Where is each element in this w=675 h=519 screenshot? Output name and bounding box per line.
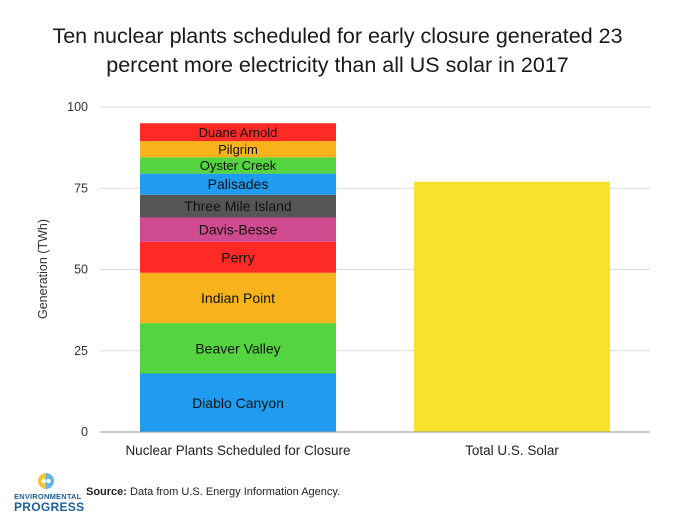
- source-text: Data from U.S. Energy Information Agency…: [126, 486, 341, 498]
- segment-label: Perry: [221, 249, 254, 265]
- x-tick-label: Nuclear Plants Scheduled for Closure: [125, 443, 350, 458]
- segment-label: Diablo Canyon: [192, 395, 284, 411]
- segment-label: Beaver Valley: [195, 340, 280, 356]
- segment-label: Indian Point: [201, 290, 275, 306]
- environmental-progress-logo: ENVIRONMENTAL PROGRESS: [14, 472, 85, 516]
- bar-segment: [140, 157, 336, 174]
- bar-segment: [140, 323, 336, 374]
- bar-segment: [140, 194, 336, 218]
- chart-title: Ten nuclear plants scheduled for early c…: [0, 22, 675, 80]
- y-axis-label: Generation (TWh): [36, 219, 50, 319]
- bar-segment: [140, 373, 336, 432]
- bar-segment: [140, 173, 336, 195]
- y-tick-label: 25: [74, 344, 88, 358]
- bar-segment: [140, 241, 336, 273]
- source-note: Source: Data from U.S. Energy Informatio…: [86, 486, 340, 498]
- segment-label: Duane Arnold: [199, 125, 278, 140]
- bar-segment: [140, 272, 336, 324]
- bar-segment: [140, 217, 336, 242]
- footer: ENVIRONMENTAL PROGRESS Source: Data from…: [0, 472, 675, 519]
- segment-label: Palisades: [208, 176, 269, 192]
- segment-label: Pilgrim: [218, 142, 258, 157]
- split-circle-logo-icon: [38, 473, 54, 489]
- chart-title-line-2: percent more electricity than all US sol…: [106, 53, 569, 77]
- bar-segment: [140, 141, 336, 158]
- x-tick-label: Total U.S. Solar: [465, 443, 559, 458]
- chart-title-line-1: Ten nuclear plants scheduled for early c…: [52, 24, 623, 48]
- logo-text-line-2: PROGRESS: [14, 500, 85, 514]
- source-label: Source:: [86, 486, 127, 498]
- y-tick-label: 75: [74, 181, 88, 195]
- y-tick-label: 100: [67, 100, 88, 114]
- bar-segment: [140, 123, 336, 142]
- y-tick-label: 50: [74, 263, 88, 277]
- segment-label: Three Mile Island: [184, 198, 291, 214]
- segment-label: Oyster Creek: [200, 158, 277, 173]
- y-tick-label: 0: [81, 425, 88, 439]
- segment-label: Davis-Besse: [199, 222, 278, 238]
- stacked-bar-chart: 0 25 50 75 100 Generation (TWh) Diablo Canyon B…: [36, 100, 650, 458]
- logo-text-line-1: ENVIRONMENTAL: [14, 492, 82, 501]
- bar-segment: [414, 181, 610, 432]
